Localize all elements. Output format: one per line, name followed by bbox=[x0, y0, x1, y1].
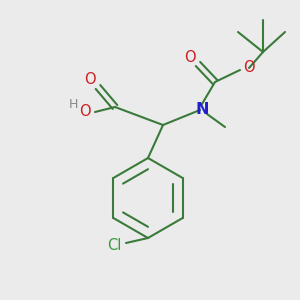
Text: H: H bbox=[68, 98, 78, 110]
Text: O: O bbox=[184, 50, 196, 64]
Text: N: N bbox=[195, 103, 209, 118]
Text: O: O bbox=[243, 61, 255, 76]
Text: Cl: Cl bbox=[107, 238, 121, 253]
Text: O: O bbox=[84, 71, 96, 86]
Text: O: O bbox=[79, 104, 91, 119]
